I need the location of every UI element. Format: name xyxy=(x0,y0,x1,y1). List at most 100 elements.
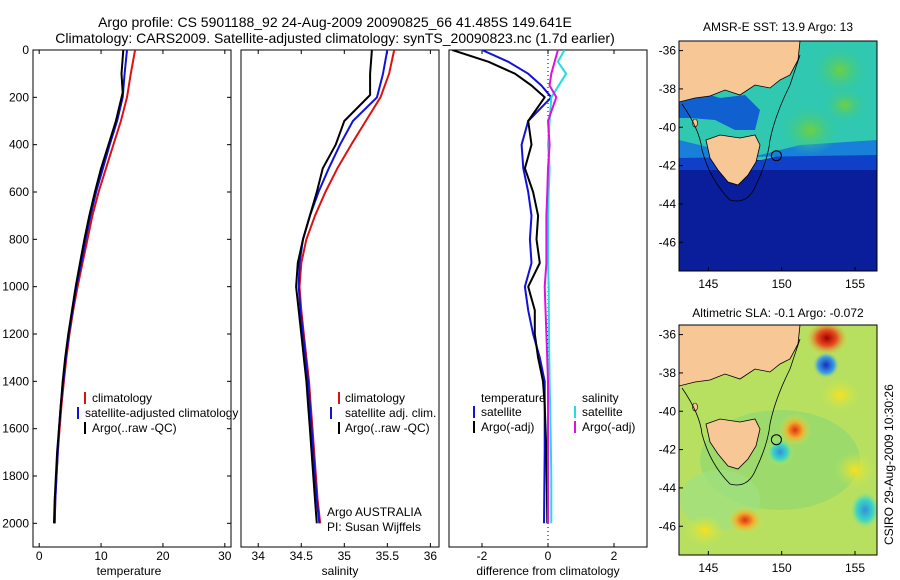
map-x-tick-label: 150 xyxy=(772,277,792,291)
x-tick-label: 35.5 xyxy=(376,549,400,563)
x-tick-label: 2 xyxy=(611,549,618,563)
depth-tick-label: 1000 xyxy=(2,280,29,294)
temperature-axis-label: temperature xyxy=(97,564,162,578)
sla-map-field xyxy=(679,325,877,555)
x-tick-label: 35 xyxy=(338,549,352,563)
temperature-plot-frame xyxy=(32,49,232,548)
x-tick-label: 36 xyxy=(424,549,438,563)
legend-label-argo: Argo(..raw -QC) xyxy=(345,421,430,435)
map-y-tick-label: -44 xyxy=(659,197,677,211)
difference-series xyxy=(451,50,568,524)
map-y-tick-label: -38 xyxy=(659,82,677,96)
depth-tick-label: 400 xyxy=(9,138,29,152)
depth-axis: 0 200 400 600 800 1000 1200 1400 1600 1800 2000 xyxy=(2,43,647,530)
map-y-tick-label: -40 xyxy=(659,404,677,418)
legend-label-satellite-adj: satellite adj. clim. xyxy=(345,406,436,420)
series-line-argo xyxy=(451,50,549,524)
x-tick-label: 34.5 xyxy=(290,549,314,563)
series-line-sal_satellite xyxy=(547,50,568,524)
x-tick-label: -2 xyxy=(477,549,488,563)
salinity-series xyxy=(295,50,396,524)
difference-axis-label: difference from climatology xyxy=(476,564,619,578)
legend-label-climatology: climatology xyxy=(345,391,405,405)
sla-map-title: Altimetric SLA: -0.1 Argo: -0.072 xyxy=(692,306,864,320)
map-x-tick-label: 155 xyxy=(845,561,865,575)
depth-tick-label: 200 xyxy=(9,90,29,104)
difference-legend: temperature satellite Argo(-adj) salinit… xyxy=(473,391,635,434)
salinity-panel: 34 34.5 35 35.5 36 salinity climatology sate… xyxy=(240,49,440,578)
map-y-tick-label: -46 xyxy=(659,519,677,533)
argo-program-annotation: Argo AUSTRALIA xyxy=(327,505,422,519)
series-line-satellite xyxy=(481,50,553,524)
temperature-series xyxy=(53,50,137,524)
tasmania xyxy=(705,418,761,470)
x-tick-label: 30 xyxy=(218,549,232,563)
series-line-argo xyxy=(53,50,125,524)
salinity-plot-frame xyxy=(240,49,440,548)
legend-label-argo: Argo(..raw -QC) xyxy=(92,421,177,435)
depth-tick-label: 1200 xyxy=(2,327,29,341)
series-line-satellite xyxy=(297,50,389,524)
csiro-credit: CSIRO 29-Aug-2009 10:30:26 xyxy=(882,384,896,545)
depth-tick-label: 1800 xyxy=(2,469,29,483)
map-y-tick-label: -36 xyxy=(659,44,677,58)
tasmania xyxy=(705,134,761,186)
sst-map-panel: AMSR-E SST: 13.9 Argo: 13 145 150 155 -36 -3… xyxy=(659,20,878,291)
legend-label-satellite-adjusted: satellite-adjusted climatology xyxy=(85,406,238,420)
legend-title-temperature: temperature xyxy=(481,391,546,405)
temperature-x-axis: 0 10 20 30 xyxy=(36,50,232,563)
map-y-tick-label: -44 xyxy=(659,481,677,495)
sst-map-field xyxy=(679,41,877,271)
legend-label-climatology: climatology xyxy=(92,391,152,405)
map-y-tick-label: -42 xyxy=(659,443,677,457)
difference-x-axis: -2 0 2 xyxy=(477,50,618,563)
x-tick-label: 0 xyxy=(36,549,43,563)
legend-label-temp-satellite: satellite xyxy=(481,405,522,419)
map-y-tick-label: -40 xyxy=(659,120,677,134)
map-x-tick-label: 145 xyxy=(698,277,718,291)
depth-tick-label: 0 xyxy=(22,43,29,57)
map-y-tick-label: -46 xyxy=(659,235,677,249)
sla-map-axes: 145 150 155 -36 -38 -40 -42 -44 -46 xyxy=(659,328,866,575)
legend-title-salinity: salinity xyxy=(582,391,619,405)
series-line-argo xyxy=(295,50,373,524)
map-x-tick-label: 145 xyxy=(698,561,718,575)
argo-location-marker xyxy=(770,150,782,162)
figure-title-line-1: Argo profile: CS 5901188_92 24-Aug-2009 … xyxy=(98,14,572,30)
shelf-contour xyxy=(681,338,801,486)
map-y-tick-label: -36 xyxy=(659,328,677,342)
map-x-tick-label: 150 xyxy=(772,561,792,575)
sst-map-axes: 145 150 155 -36 -38 -40 -42 -44 -46 xyxy=(659,44,866,291)
x-tick-label: 10 xyxy=(94,549,108,563)
sst-map-title: AMSR-E SST: 13.9 Argo: 13 xyxy=(703,20,853,34)
sla-map-frame xyxy=(678,324,878,556)
pi-annotation: PI: Susan Wijffels xyxy=(327,520,421,534)
depth-tick-label: 800 xyxy=(9,232,29,246)
x-tick-label: 34 xyxy=(252,549,266,563)
argo-location-marker xyxy=(770,434,782,446)
figure-title-line-2: Climatology: CARS2009. Satellite-adjuste… xyxy=(55,30,615,46)
sst-map-frame xyxy=(678,40,878,272)
depth-tick-label: 1400 xyxy=(2,374,29,388)
legend-label-temp-argo: Argo(-adj) xyxy=(481,420,534,434)
depth-tick-label: 1600 xyxy=(2,422,29,436)
depth-tick-label: 2000 xyxy=(2,516,29,530)
series-line-sal_argo xyxy=(543,50,559,524)
shelf-contour xyxy=(681,54,801,202)
salinity-axis-label: salinity xyxy=(322,564,359,578)
salinity-legend: climatology satellite adj. clim. Argo(..… xyxy=(330,391,436,435)
salinity-x-axis: 34 34.5 35 35.5 36 xyxy=(252,50,438,563)
map-y-tick-label: -42 xyxy=(659,159,677,173)
depth-tick-label: 600 xyxy=(9,185,29,199)
difference-panel: -2 0 2 difference from climatology tempera… xyxy=(448,49,648,578)
map-x-tick-label: 155 xyxy=(845,277,865,291)
x-tick-label: 20 xyxy=(156,549,170,563)
temperature-legend: climatology satellite-adjusted climatolo… xyxy=(77,391,238,435)
map-y-tick-label: -38 xyxy=(659,366,677,380)
sla-map-panel: Altimetric SLA: -0.1 Argo: -0.072 145 150… xyxy=(659,306,878,575)
x-tick-label: 0 xyxy=(545,549,552,563)
legend-label-sal-satellite: satellite xyxy=(582,405,623,419)
legend-label-sal-argo: Argo(-adj) xyxy=(582,420,635,434)
